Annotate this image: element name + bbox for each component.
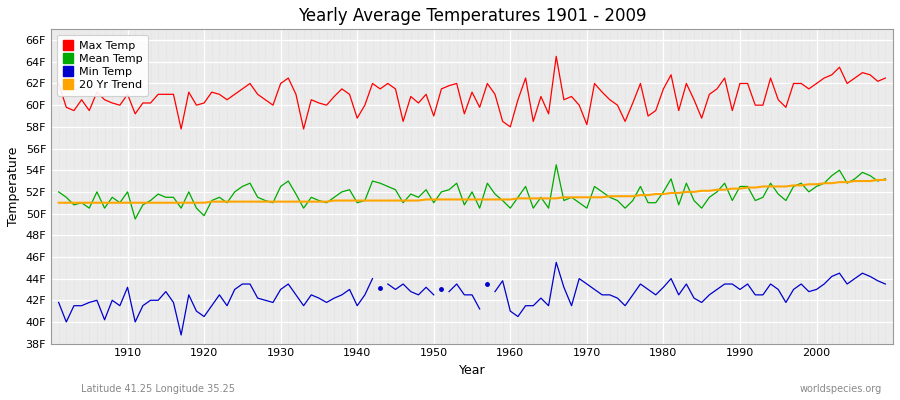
Text: worldspecies.org: worldspecies.org: [800, 384, 882, 394]
Legend: Max Temp, Mean Temp, Min Temp, 20 Yr Trend: Max Temp, Mean Temp, Min Temp, 20 Yr Tre…: [57, 35, 148, 96]
Text: Latitude 41.25 Longitude 35.25: Latitude 41.25 Longitude 35.25: [81, 384, 235, 394]
X-axis label: Year: Year: [459, 364, 485, 377]
Y-axis label: Temperature: Temperature: [7, 147, 20, 226]
Title: Yearly Average Temperatures 1901 - 2009: Yearly Average Temperatures 1901 - 2009: [298, 7, 646, 25]
